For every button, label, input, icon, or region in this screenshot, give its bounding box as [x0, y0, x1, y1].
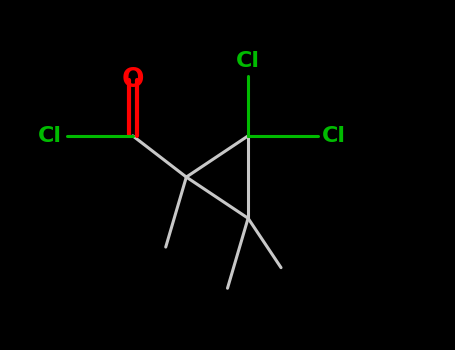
- Text: Cl: Cl: [322, 126, 346, 146]
- Text: O: O: [121, 67, 144, 93]
- Text: Cl: Cl: [236, 51, 260, 71]
- Text: Cl: Cl: [38, 126, 62, 146]
